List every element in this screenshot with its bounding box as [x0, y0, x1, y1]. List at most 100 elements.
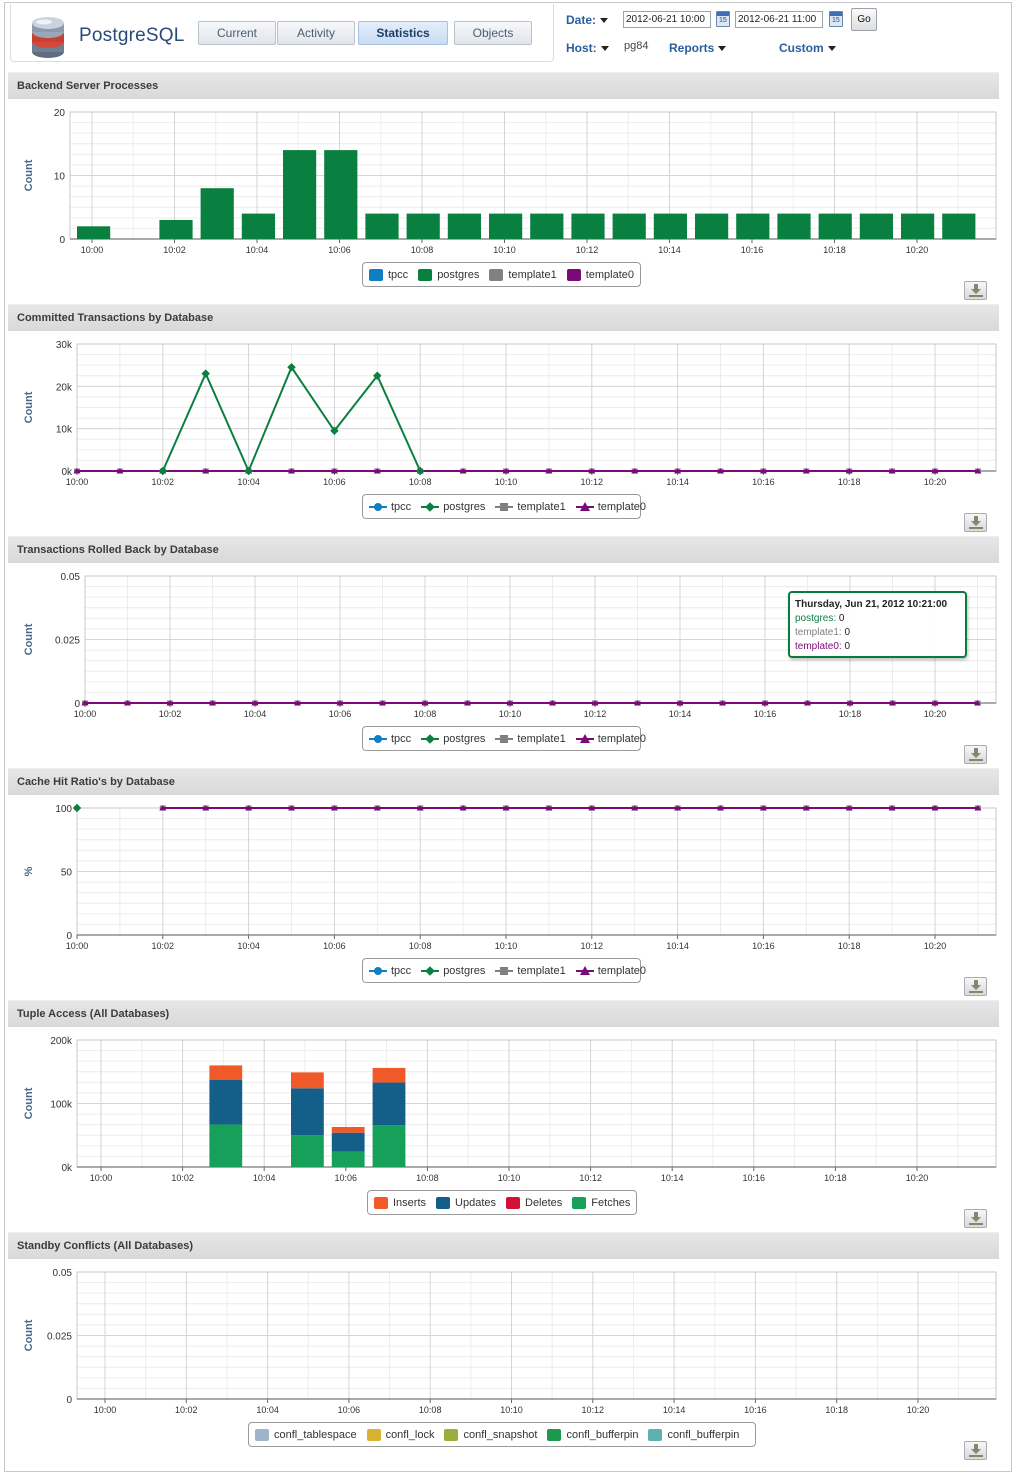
- x-tick-label: 10:02: [159, 709, 182, 719]
- y-axis-label: Count: [23, 1087, 35, 1119]
- legend-label: confl_snapshot: [463, 1428, 538, 1441]
- point-postgres: [373, 371, 382, 380]
- bar-updates: [331, 1132, 365, 1152]
- point-template0: [759, 468, 767, 474]
- point-template0: [416, 805, 424, 811]
- point-template0: [506, 700, 514, 706]
- custom-dropdown[interactable]: Custom: [779, 41, 836, 55]
- legend-swatch: [421, 733, 440, 744]
- bar-postgres: [489, 213, 523, 239]
- tab-current[interactable]: Current: [198, 21, 276, 45]
- legend-swatch: [369, 268, 383, 281]
- date-from-input[interactable]: 2012-06-21 10:00: [623, 11, 711, 28]
- chevron-down-icon: [600, 18, 609, 24]
- tab-activity[interactable]: Activity: [277, 21, 355, 45]
- point-template0: [588, 468, 596, 474]
- legend-item[interactable]: confl_bufferpin: [547, 1428, 639, 1441]
- tab-statistics[interactable]: Statistics: [358, 21, 448, 45]
- x-tick-label: 10:08: [409, 477, 432, 487]
- legend-swatch: [436, 1196, 451, 1209]
- reports-dropdown[interactable]: Reports: [669, 41, 727, 55]
- point-template0: [719, 700, 726, 706]
- download-button[interactable]: [964, 1209, 987, 1228]
- x-tick-label: 10:04: [256, 1405, 279, 1415]
- download-button[interactable]: [964, 745, 987, 764]
- download-button[interactable]: [964, 977, 987, 996]
- legend-swatch: [566, 268, 581, 281]
- x-tick-label: 10:00: [90, 1173, 113, 1183]
- legend-item[interactable]: template1: [489, 268, 557, 281]
- legend-label: tpcc: [391, 500, 412, 513]
- legend-item[interactable]: template1: [495, 733, 566, 745]
- legend-label: tpcc: [391, 964, 412, 977]
- legend-item[interactable]: template1: [495, 500, 566, 513]
- download-button[interactable]: [964, 1441, 987, 1460]
- download-button[interactable]: [964, 281, 987, 300]
- legend-item[interactable]: confl_lock: [366, 1428, 434, 1441]
- point-template0: [336, 700, 344, 706]
- point-postgres: [158, 466, 168, 476]
- date-to-input[interactable]: 2012-06-21 11:00: [735, 11, 823, 28]
- legend-item[interactable]: tpcc: [369, 965, 411, 977]
- legend-item[interactable]: tpcc: [369, 501, 411, 513]
- legend-item[interactable]: postgres: [421, 733, 485, 745]
- legend-item[interactable]: template0: [575, 733, 646, 745]
- legend-item[interactable]: Deletes: [506, 1196, 562, 1209]
- bar-postgres: [942, 213, 976, 239]
- date-dropdown[interactable]: Date:: [566, 13, 609, 27]
- calendar-icon[interactable]: 15: [716, 11, 730, 27]
- legend-label: postgres: [443, 732, 486, 745]
- legend-item[interactable]: confl_bufferpin: [648, 1428, 739, 1441]
- tab-objects[interactable]: Objects: [454, 21, 532, 45]
- legend-item[interactable]: postgres: [418, 268, 479, 281]
- legend-marker: [579, 501, 590, 511]
- legend-item[interactable]: postgres: [421, 501, 485, 513]
- x-tick-label: 10:14: [658, 245, 681, 255]
- x-tick-label: 10:02: [175, 1405, 198, 1415]
- download-button[interactable]: [964, 513, 987, 532]
- calendar-icon[interactable]: 15: [829, 11, 843, 27]
- y-tick-label: 200k: [50, 1036, 73, 1047]
- point-template0: [330, 468, 338, 474]
- point-template0: [202, 805, 210, 811]
- y-tick-label: 0: [66, 931, 72, 942]
- legend-item[interactable]: template1: [495, 965, 566, 977]
- download-icon: [969, 980, 983, 993]
- legend-swatch: [369, 502, 387, 512]
- host-dropdown[interactable]: Host:: [566, 41, 609, 55]
- legend-label: confl_bufferpin: [566, 1428, 639, 1441]
- legend-label: confl_tablespace: [274, 1428, 357, 1441]
- legend-item[interactable]: Updates: [436, 1196, 496, 1209]
- legend-item[interactable]: template0: [575, 501, 646, 513]
- legend-item[interactable]: template0: [566, 268, 634, 281]
- bar-postgres: [241, 213, 275, 239]
- x-tick-label: 10:18: [825, 1405, 848, 1415]
- point-template0: [464, 700, 471, 706]
- point-template0: [124, 700, 131, 706]
- legend-item[interactable]: template0: [575, 965, 646, 977]
- chart-legend: tpcc postgres template1 template0: [362, 262, 641, 287]
- bar-updates: [291, 1088, 324, 1136]
- legend-item[interactable]: Fetches: [572, 1196, 630, 1209]
- legend-item[interactable]: Inserts: [374, 1196, 426, 1209]
- legend-swatch: [374, 1196, 388, 1209]
- bar-postgres: [324, 150, 358, 239]
- point-template0: [888, 468, 896, 474]
- y-tick-label: 20: [54, 108, 66, 119]
- bar-updates: [372, 1082, 406, 1126]
- legend-item[interactable]: tpcc: [369, 733, 411, 745]
- bar-postgres: [447, 213, 481, 239]
- legend-item[interactable]: postgres: [421, 965, 485, 977]
- go-button[interactable]: Go: [851, 8, 877, 31]
- legend-item[interactable]: confl_snapshot: [444, 1428, 538, 1441]
- legend-item[interactable]: tpcc: [369, 268, 408, 281]
- x-tick-label: 10:10: [495, 941, 518, 951]
- legend-item[interactable]: confl_tablespace: [255, 1428, 357, 1441]
- panel-rolled-back: Transactions Rolled Back by Database 0 0.…: [8, 536, 999, 768]
- legend-swatch: [572, 1196, 587, 1209]
- panel-title: Tuple Access (All Databases): [8, 1000, 999, 1027]
- legend-swatch: [648, 1428, 663, 1441]
- point-template0: [294, 700, 301, 706]
- legend-label: template1: [517, 500, 566, 513]
- point-template0: [459, 468, 467, 474]
